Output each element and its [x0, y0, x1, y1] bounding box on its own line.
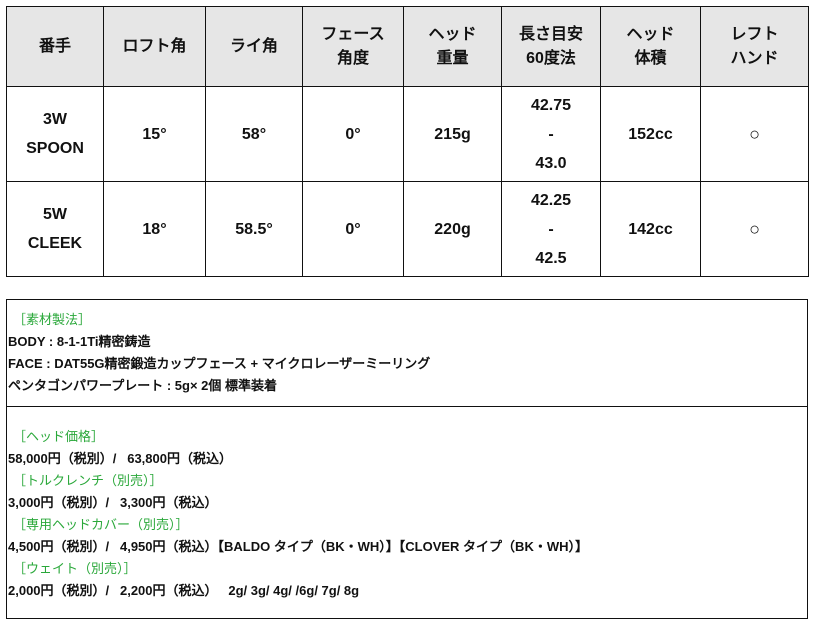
header-text: ハンド [730, 49, 779, 67]
price-heading: ［トルクレンチ（別売）］ [13, 473, 163, 488]
header-text: ヘッド [428, 25, 477, 43]
cell-text: - [548, 125, 554, 143]
cell-weight: 215g [403, 86, 502, 182]
header-text: レフト [730, 25, 779, 43]
column-header: ライ角 [205, 6, 303, 87]
cell-text: 42.75 [530, 96, 572, 114]
cell-club: 3W SPOON [6, 86, 104, 182]
header-text: 番手 [38, 37, 71, 55]
cell-length: 42.75 - 43.0 [501, 86, 601, 182]
pricing-section: ［ヘッド価格］ 58,000円（税別）/ 63,800円（税込） ［トルクレンチ… [7, 407, 807, 602]
cell-loft: 15° [103, 86, 206, 182]
materials-line: FACE : DAT55G精密鍛造カップフェース + マイクロレーザーミーリング [8, 356, 431, 371]
header-text: 角度 [336, 49, 369, 67]
materials-line: BODY : 8-1-1Ti精密鋳造 [8, 334, 151, 349]
header-text: ライ角 [229, 37, 278, 55]
price-text: 2,000円（税別）/ 2,200円（税込） 2g/ 3g/ 4g/ /6g/ … [8, 583, 360, 598]
column-header: ヘッド 体積 [600, 6, 701, 87]
price-heading: ［専用ヘッドカバー（別売）］ [13, 517, 189, 532]
header-text: ヘッド [626, 25, 675, 43]
header-text: フェース [321, 25, 385, 43]
header-text: 60度法 [526, 49, 576, 67]
cell-text: 42.5 [535, 249, 567, 267]
column-header: ヘッド 重量 [403, 6, 502, 87]
materials-heading: ［素材製法］ [13, 312, 92, 327]
column-header: レフト ハンド [700, 6, 809, 87]
cell-left: ○ [700, 86, 809, 182]
cell-left: ○ [700, 181, 809, 277]
header-text: 体積 [634, 49, 667, 67]
header-text: 長さ目安 [518, 25, 583, 43]
column-header: フェース 角度 [302, 6, 404, 87]
materials-line: ペンタゴンパワープレート : 5g× 2個 標準装着 [8, 378, 277, 393]
cell-club: 5W CLEEK [6, 181, 104, 277]
price-text: 3,000円（税別）/ 3,300円（税込） [8, 495, 218, 510]
cell-text: 43.0 [535, 154, 567, 172]
cell-face: 0° [302, 181, 404, 277]
header-text: 重量 [436, 49, 469, 67]
cell-lie: 58.5° [205, 181, 303, 277]
cell-text: SPOON [26, 140, 84, 157]
column-header: 長さ目安 60度法 [501, 6, 601, 87]
header-text: ロフト角 [122, 37, 187, 55]
cell-text: 3W [43, 111, 67, 128]
cell-text: 42.25 [530, 191, 572, 209]
price-text: 58,000円（税別）/ 63,800円（税込） [8, 451, 232, 466]
cell-text: 5W [43, 206, 67, 223]
materials-section: ［素材製法］ BODY : 8-1-1Ti精密鋳造 FACE : DAT55G精… [7, 300, 807, 407]
header-row: 番手 ロフト角 ライ角 フェース 角度 ヘッド 重量 長さ目安 60度法 ヘッド 体積 レフト ハンド [6, 6, 809, 87]
info-box: ［素材製法］ BODY : 8-1-1Ti精密鋳造 FACE : DAT55G精… [6, 299, 808, 619]
column-header: 番手 [6, 6, 104, 87]
cell-face: 0° [302, 86, 404, 182]
table-row: 5W CLEEK 18° 58.5° 0° 220g 42.25 - 42.5 142cc ○ [6, 181, 809, 277]
cell-length: 42.25 - 42.5 [501, 181, 601, 277]
column-header: ロフト角 [103, 6, 206, 87]
cell-volume: 152cc [600, 86, 701, 182]
cell-text: CLEEK [27, 235, 83, 252]
cell-loft: 18° [103, 181, 206, 277]
cell-volume: 142cc [600, 181, 701, 277]
table-row: 3W SPOON 15° 58° 0° 215g 42.75 - 43.0 152cc ○ [6, 86, 809, 182]
cell-weight: 220g [403, 181, 502, 277]
price-heading: ［ヘッド価格］ [13, 429, 105, 444]
price-text: 4,500円（税別）/ 4,950円（税込）【BALDO タイプ（BK・WH）】… [8, 539, 588, 554]
cell-lie: 58° [205, 86, 303, 182]
spec-table: 番手 ロフト角 ライ角 フェース 角度 ヘッド 重量 長さ目安 60度法 ヘッド 体積 レフト ハンド … [6, 6, 809, 277]
cell-text: - [548, 220, 554, 238]
price-heading: ［ウェイト（別売）］ [13, 561, 137, 576]
